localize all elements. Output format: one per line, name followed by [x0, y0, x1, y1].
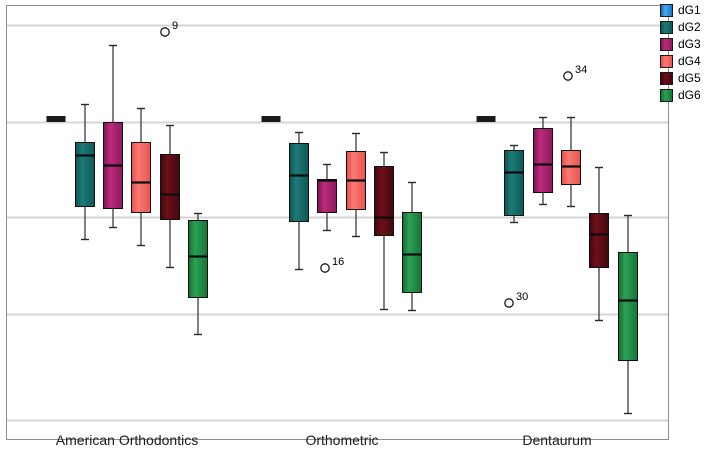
- outliers-layer: 9 16 30 34: [160, 20, 587, 308]
- legend-label: dG2: [678, 20, 701, 34]
- outlier-marker: [563, 71, 573, 81]
- box-body: [589, 213, 609, 268]
- outlier-point[interactable]: 9: [160, 20, 178, 37]
- outlier-point[interactable]: 30: [504, 291, 528, 308]
- legend-item[interactable]: dG1: [660, 2, 720, 19]
- legend-label: dG4: [678, 54, 701, 68]
- legend-swatch-dG4: [660, 55, 673, 68]
- outlier-point[interactable]: 16: [320, 256, 344, 273]
- box-orthometric-dG6[interactable]: [402, 181, 422, 312]
- category-label: Dentaurum: [522, 432, 592, 448]
- outlier-marker: [160, 27, 170, 37]
- box-dentaurum-dG1[interactable]: [476, 116, 496, 122]
- legend-label: dG1: [678, 3, 701, 17]
- legend-item[interactable]: dG4: [660, 53, 720, 70]
- box-body: [160, 154, 180, 220]
- legend-swatch-dG3: [660, 38, 673, 51]
- box-body: [374, 166, 394, 236]
- box-orthometric-dG3[interactable]: [317, 163, 337, 232]
- outlier-label: 9: [172, 20, 178, 32]
- box-body: [533, 128, 553, 193]
- box-american-orthodontics-dG1[interactable]: [46, 116, 66, 122]
- box-orthometric-dG5[interactable]: [374, 151, 394, 311]
- outlier-marker: [504, 298, 514, 308]
- box-american-orthodontics-dG3[interactable]: [103, 44, 123, 229]
- legend-swatch-dG5: [660, 72, 673, 85]
- box-dentaurum-dG2[interactable]: [504, 144, 524, 224]
- outlier-label: 30: [516, 291, 528, 303]
- legend-swatch-dG1: [660, 4, 673, 17]
- box-body: [618, 252, 638, 361]
- legend-swatch-dG2: [660, 21, 673, 34]
- outlier-label: 16: [332, 256, 344, 268]
- box-dentaurum-dG6[interactable]: [618, 214, 638, 415]
- box-body: [402, 212, 422, 293]
- box-american-orthodontics-dG4[interactable]: [131, 107, 151, 247]
- legend-label: dG3: [678, 37, 701, 51]
- box-body: [289, 143, 309, 222]
- outlier-point[interactable]: 34: [563, 64, 587, 81]
- box-american-orthodontics-dG2[interactable]: [75, 103, 95, 241]
- box-orthometric-dG4[interactable]: [346, 132, 366, 238]
- box-orthometric-dG2[interactable]: [289, 131, 309, 271]
- legend-item[interactable]: dG2: [660, 19, 720, 36]
- category-label: Orthometric: [305, 432, 379, 448]
- box-dentaurum-dG3[interactable]: [533, 116, 553, 206]
- category-axis-labels: American Orthodontics Orthometric Dentau…: [0, 432, 670, 456]
- outlier-marker: [320, 263, 330, 273]
- box-body: [504, 150, 524, 216]
- legend: dG1 dG2 dG3 dG4 dG5 dG6: [660, 2, 720, 104]
- boxes-layer: [46, 44, 638, 415]
- legend-label: dG6: [678, 88, 701, 102]
- legend-swatch-dG6: [660, 89, 673, 102]
- box-body: [131, 142, 151, 213]
- outlier-label: 34: [575, 64, 587, 76]
- legend-item[interactable]: dG6: [660, 87, 720, 104]
- legend-item[interactable]: dG3: [660, 36, 720, 53]
- box-body: [317, 179, 337, 213]
- box-orthometric-dG1[interactable]: [261, 116, 281, 122]
- box-american-orthodontics-dG6[interactable]: [188, 212, 208, 336]
- box-american-orthodontics-dG5[interactable]: [160, 124, 180, 269]
- legend-label: dG5: [678, 71, 701, 85]
- box-body: [476, 116, 496, 122]
- box-dentaurum-dG5[interactable]: [589, 166, 609, 322]
- box-body: [75, 142, 95, 207]
- category-label: American Orthodontics: [55, 432, 199, 448]
- box-dentaurum-dG4[interactable]: [561, 116, 581, 208]
- box-body: [46, 116, 66, 122]
- box-body: [261, 116, 281, 122]
- box-body: [188, 220, 208, 298]
- plot-frame: [6, 5, 669, 440]
- legend-item[interactable]: dG5: [660, 70, 720, 87]
